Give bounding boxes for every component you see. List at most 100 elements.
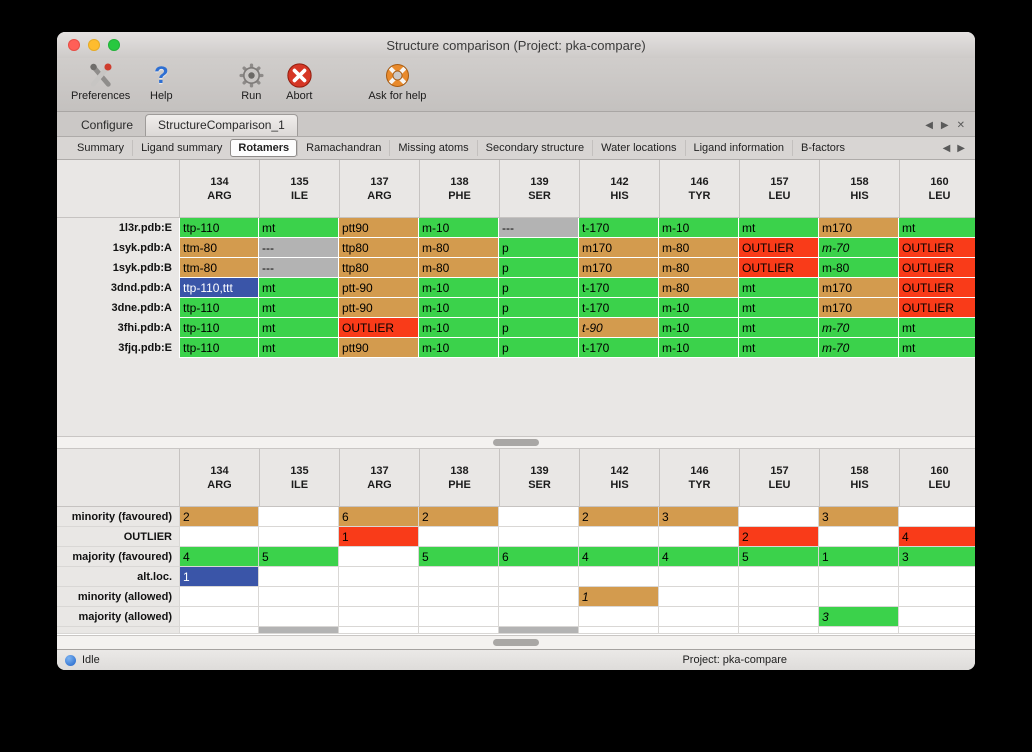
table-cell[interactable]	[339, 587, 419, 607]
table-cell[interactable]: m170	[819, 218, 899, 238]
horizontal-scrollbar[interactable]	[57, 635, 975, 649]
table-cell[interactable]	[499, 587, 579, 607]
table-cell[interactable]	[579, 567, 659, 587]
table-cell[interactable]: p	[499, 338, 579, 358]
table-cell[interactable]	[819, 527, 899, 547]
table-cell[interactable]: m170	[579, 238, 659, 258]
run-button[interactable]: Run	[228, 61, 274, 102]
table-cell[interactable]: 2	[739, 527, 819, 547]
table-cell[interactable]: t-90	[579, 318, 659, 338]
table-cell[interactable]: m-80	[419, 258, 499, 278]
table-cell[interactable]: OUTLIER	[899, 258, 975, 278]
zoom-window-button[interactable]	[108, 39, 120, 51]
subtab-rotamers[interactable]: Rotamers	[230, 139, 298, 157]
table-cell[interactable]: ---	[259, 258, 339, 278]
table-cell[interactable]	[419, 607, 499, 627]
table-cell[interactable]	[179, 607, 259, 627]
table-cell[interactable]: ptt90	[339, 338, 419, 358]
table-cell[interactable]	[819, 567, 899, 587]
table-cell[interactable]: ttp-110	[179, 338, 259, 358]
table-cell[interactable]	[259, 587, 339, 607]
table-cell[interactable]: mt	[739, 298, 819, 318]
table-cell[interactable]: OUTLIER	[739, 258, 819, 278]
abort-button[interactable]: Abort	[276, 61, 322, 102]
table-cell[interactable]: 2	[419, 507, 499, 527]
table-cell[interactable]: OUTLIER	[899, 298, 975, 318]
table-cell[interactable]: mt	[259, 318, 339, 338]
table-cell[interactable]: mt	[259, 298, 339, 318]
table-cell[interactable]: 5	[419, 547, 499, 567]
table-cell[interactable]: t-170	[579, 218, 659, 238]
table-cell[interactable]: 5	[259, 547, 339, 567]
table-cell[interactable]: ttp-110	[179, 218, 259, 238]
help-button[interactable]: ? Help	[138, 61, 184, 103]
table-cell[interactable]	[659, 587, 739, 607]
table-cell[interactable]: mt	[899, 218, 975, 238]
table-cell[interactable]: ttp80	[339, 238, 419, 258]
table-cell[interactable]: ttm-80	[179, 258, 259, 278]
table-cell[interactable]	[819, 587, 899, 607]
table-cell[interactable]	[659, 607, 739, 627]
table-cell[interactable]: p	[499, 318, 579, 338]
table-cell[interactable]: 3	[819, 607, 899, 627]
minimize-window-button[interactable]	[88, 39, 100, 51]
table-cell[interactable]: m-10	[659, 298, 739, 318]
ask-for-help-button[interactable]: Ask for help	[368, 61, 426, 102]
table-cell[interactable]: mt	[739, 218, 819, 238]
table-cell[interactable]: 1	[579, 587, 659, 607]
table-cell[interactable]: p	[499, 238, 579, 258]
table-cell[interactable]: mt	[259, 338, 339, 358]
tab-close-icon[interactable]: ✕	[956, 120, 965, 131]
table-cell[interactable]: m-10	[659, 338, 739, 358]
table-cell[interactable]: m-80	[419, 238, 499, 258]
table-cell[interactable]	[739, 607, 819, 627]
subtab-summary[interactable]: Summary	[77, 142, 125, 154]
table-cell[interactable]	[339, 607, 419, 627]
horizontal-scrollbar-thumb[interactable]	[493, 639, 539, 646]
table-cell[interactable]: m-70	[819, 238, 899, 258]
table-cell[interactable]: 5	[739, 547, 819, 567]
table-cell[interactable]: mt	[259, 278, 339, 298]
close-window-button[interactable]	[68, 39, 80, 51]
subtab-scroll-left-icon[interactable]: ◀	[942, 142, 951, 154]
table-cell[interactable]: 4	[579, 547, 659, 567]
table-cell[interactable]	[899, 587, 975, 607]
table-cell[interactable]	[899, 507, 975, 527]
table-cell[interactable]	[899, 567, 975, 587]
table-cell[interactable]: t-170	[579, 298, 659, 318]
subtab-missing-atoms[interactable]: Missing atoms	[389, 140, 476, 156]
table-cell[interactable]: m-80	[819, 258, 899, 278]
table-cell[interactable]: mt	[899, 318, 975, 338]
table-cell[interactable]: m-80	[659, 238, 739, 258]
subtab-secondary-structure[interactable]: Secondary structure	[476, 140, 592, 156]
subtab-ligand-summary[interactable]: Ligand summary	[132, 140, 230, 156]
table-cell[interactable]	[419, 567, 499, 587]
table-cell[interactable]: mt	[739, 318, 819, 338]
table-cell[interactable]: t-170	[579, 278, 659, 298]
table-cell[interactable]: m-10	[659, 218, 739, 238]
table-cell[interactable]	[259, 527, 339, 547]
table-cell[interactable]: m-10	[419, 278, 499, 298]
table-cell[interactable]: m-10	[419, 318, 499, 338]
table-cell[interactable]: ptt-90	[339, 278, 419, 298]
tab-scroll-left-icon[interactable]: ◀	[925, 120, 933, 131]
table-cell[interactable]: 1	[179, 567, 259, 587]
table-cell[interactable]: ---	[499, 218, 579, 238]
table-cell[interactable]	[659, 527, 739, 547]
table-cell[interactable]	[419, 587, 499, 607]
table-cell[interactable]: ---	[259, 238, 339, 258]
subtab-b-factors[interactable]: B-factors	[792, 140, 853, 156]
table-cell[interactable]: 1	[339, 527, 419, 547]
table-cell[interactable]: p	[499, 258, 579, 278]
table-cell[interactable]: m170	[819, 278, 899, 298]
table-cell[interactable]: 3	[819, 507, 899, 527]
table-cell[interactable]: m-10	[659, 318, 739, 338]
table-cell[interactable]	[499, 527, 579, 547]
table-cell[interactable]: 2	[579, 507, 659, 527]
table-cell[interactable]: 6	[339, 507, 419, 527]
table-cell[interactable]: ttp-110	[179, 318, 259, 338]
table-cell[interactable]: mt	[739, 278, 819, 298]
table-cell[interactable]: m170	[579, 258, 659, 278]
subtab-scroll-right-icon[interactable]: ▶	[957, 142, 965, 154]
table-cell[interactable]: mt	[739, 338, 819, 358]
